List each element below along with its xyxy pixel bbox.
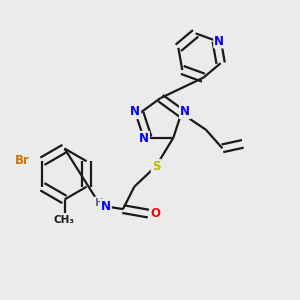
Text: N: N — [139, 132, 149, 145]
Text: H: H — [94, 197, 103, 208]
Text: CH₃: CH₃ — [54, 214, 75, 225]
Text: N: N — [101, 200, 111, 213]
Text: N: N — [130, 105, 140, 118]
Text: N: N — [214, 34, 224, 47]
Text: N: N — [180, 105, 190, 118]
Text: Br: Br — [15, 154, 29, 167]
Text: O: O — [150, 207, 160, 220]
Text: S: S — [152, 160, 160, 173]
